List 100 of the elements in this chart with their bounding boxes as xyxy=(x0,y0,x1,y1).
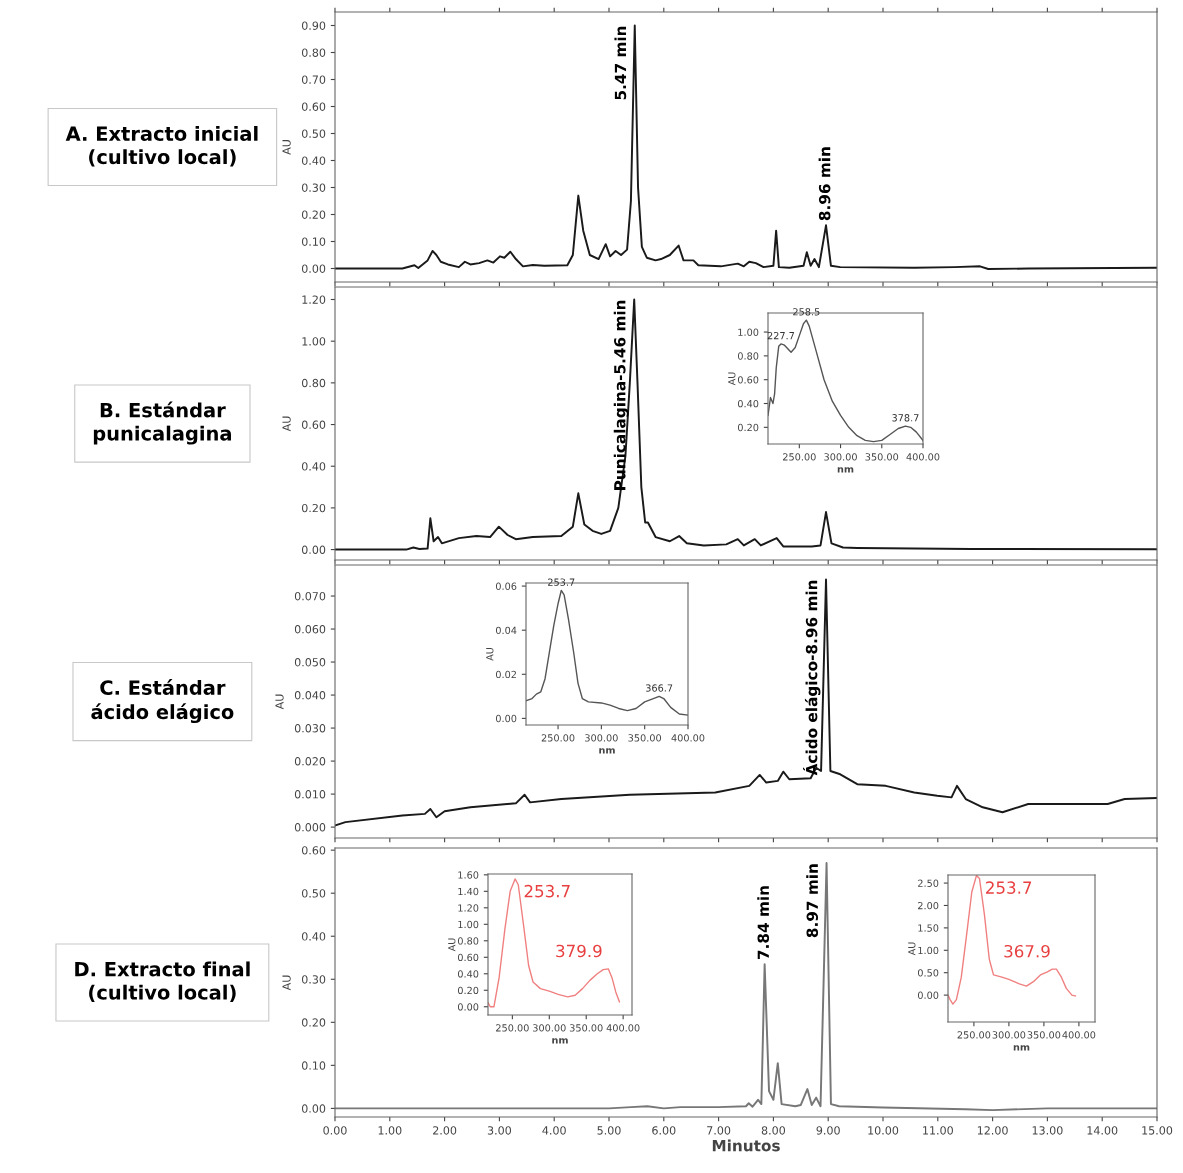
x-tick-label: 300.00 xyxy=(533,1024,566,1032)
y-tick-label: 0.010 xyxy=(294,790,326,799)
y-tick-label: 1.00 xyxy=(918,946,939,955)
x-tick-label: 250.00 xyxy=(541,734,575,742)
y-tick-label: 0.70 xyxy=(301,75,326,84)
annotation: 8.97 min xyxy=(806,864,819,938)
y-tick-label: 1.60 xyxy=(458,871,479,879)
annotation: 253.7 xyxy=(986,881,1032,894)
y-tick-label: 0.60 xyxy=(457,953,479,962)
annotation: 5.47 min xyxy=(614,26,627,100)
annotation: 366.7 xyxy=(645,684,673,692)
y-tick-label: 0.10 xyxy=(301,1061,326,1070)
y-tick-label: 0.04 xyxy=(495,626,517,635)
y-tick-label: 0.00 xyxy=(301,545,326,554)
x-tick-label: 1.00 xyxy=(378,1126,402,1135)
x-tick-label: 10.00 xyxy=(868,1126,899,1135)
y-tick-label: 0.02 xyxy=(495,670,516,679)
y-tick-label: 0.40 xyxy=(737,399,759,408)
y-tick-label: 0.20 xyxy=(301,503,326,513)
annotation: 379.9 xyxy=(556,944,602,958)
y-tick-label: 0.80 xyxy=(457,937,479,945)
y-tick-label: 0.040 xyxy=(294,691,326,700)
annotation: Ácido elágico-8.96 min xyxy=(803,580,821,776)
x-axis-title: nm xyxy=(599,748,615,754)
y-tick-label: 1.00 xyxy=(738,328,759,336)
x-tick-label: 350.00 xyxy=(628,734,662,742)
annotation: 258.5 xyxy=(793,308,820,316)
y-tick-label: 1.50 xyxy=(918,924,939,932)
x-tick-label: 6.00 xyxy=(652,1126,676,1135)
y-tick-label: 0.20 xyxy=(301,1018,326,1027)
y-tick-label: 0.30 xyxy=(301,183,326,192)
x-tick-label: 400.00 xyxy=(606,1024,640,1032)
y-axis-title: AU xyxy=(448,938,456,952)
y-tick-label: 0.00 xyxy=(917,991,939,999)
annotation: 8.96 min xyxy=(818,147,831,221)
x-tick-label: 5.00 xyxy=(597,1126,621,1135)
y-tick-label: 0.020 xyxy=(294,757,326,766)
annotation: 253.7 xyxy=(548,578,575,586)
y-tick-label: 0.00 xyxy=(495,714,517,723)
y-axis-title: AU xyxy=(908,942,916,956)
y-tick-label: 0.000 xyxy=(294,823,326,832)
y-tick-label: 0.80 xyxy=(301,48,326,57)
y-tick-label: 0.00 xyxy=(457,1003,479,1011)
y-tick-label: 0.10 xyxy=(301,237,326,246)
y-axis-title: AU xyxy=(486,647,494,661)
y-axis-title: AU xyxy=(275,694,284,710)
x-tick-label: 0.00 xyxy=(323,1126,347,1135)
y-tick-label: 0.40 xyxy=(301,932,326,941)
x-tick-label: 350.00 xyxy=(865,453,899,461)
annotation: 7.84 min xyxy=(757,886,770,960)
x-tick-label: 300.00 xyxy=(824,453,857,461)
x-axis-title: nm xyxy=(552,1038,568,1044)
x-tick-label: 250.00 xyxy=(496,1024,529,1032)
x-tick-label: 400.00 xyxy=(906,453,940,461)
x-tick-label: 400.00 xyxy=(671,734,705,742)
y-tick-label: 0.40 xyxy=(301,462,326,471)
x-tick-label: 12.00 xyxy=(977,1126,1008,1135)
line-series xyxy=(948,875,1077,1005)
x-tick-label: 300.00 xyxy=(992,1031,1026,1039)
y-tick-label: 1.20 xyxy=(458,904,479,912)
x-tick-label: 3.00 xyxy=(487,1126,512,1135)
y-tick-label: 0.00 xyxy=(301,264,326,273)
line-series xyxy=(335,298,1157,551)
y-tick-label: 0.050 xyxy=(294,658,326,667)
x-tick-label: 300.00 xyxy=(585,734,618,742)
x-tick-label: 400.00 xyxy=(1062,1031,1096,1039)
y-tick-label: 1.00 xyxy=(458,920,479,929)
y-axis-title: AU xyxy=(282,975,291,991)
y-tick-label: 0.80 xyxy=(301,378,326,388)
y-tick-label: 0.60 xyxy=(301,420,326,429)
x-tick-label: 7.00 xyxy=(707,1126,731,1135)
x-tick-label: 4.00 xyxy=(542,1126,566,1135)
y-tick-label: 0.06 xyxy=(495,582,517,590)
y-tick-label: 0.40 xyxy=(301,156,326,165)
y-tick-label: 0.30 xyxy=(301,975,326,984)
line-series xyxy=(526,589,688,716)
x-axis-title: Minutos xyxy=(712,1139,780,1152)
x-tick-label: 13.00 xyxy=(1032,1126,1063,1135)
x-tick-label: 2.00 xyxy=(433,1126,457,1135)
x-tick-label: 14.00 xyxy=(1087,1126,1118,1135)
y-tick-label: 0.20 xyxy=(457,986,479,995)
x-axis-title: nm xyxy=(837,467,854,473)
y-tick-label: 1.20 xyxy=(302,295,326,304)
y-tick-label: 0.070 xyxy=(294,592,326,601)
y-tick-label: 0.060 xyxy=(294,625,326,634)
x-tick-label: 11.00 xyxy=(923,1126,953,1135)
y-tick-label: 0.60 xyxy=(737,376,759,384)
x-tick-label: 350.00 xyxy=(1027,1031,1061,1039)
text: C. Estándar ácido elágico xyxy=(91,679,234,724)
x-tick-label: 8.00 xyxy=(761,1126,786,1135)
line-series xyxy=(335,862,1157,1112)
y-tick-label: 0.20 xyxy=(737,423,759,432)
annotation: 378.7 xyxy=(892,414,919,422)
text: D. Extracto final (cultivo local) xyxy=(75,961,250,1003)
y-tick-label: 0.50 xyxy=(301,889,326,898)
text: B. Estándar punicalagina xyxy=(93,401,231,445)
y-axis-title: AU xyxy=(282,416,291,432)
y-tick-label: 0.60 xyxy=(301,846,326,855)
y-axis-title: AU xyxy=(282,140,291,155)
x-tick-label: 350.00 xyxy=(569,1024,603,1032)
